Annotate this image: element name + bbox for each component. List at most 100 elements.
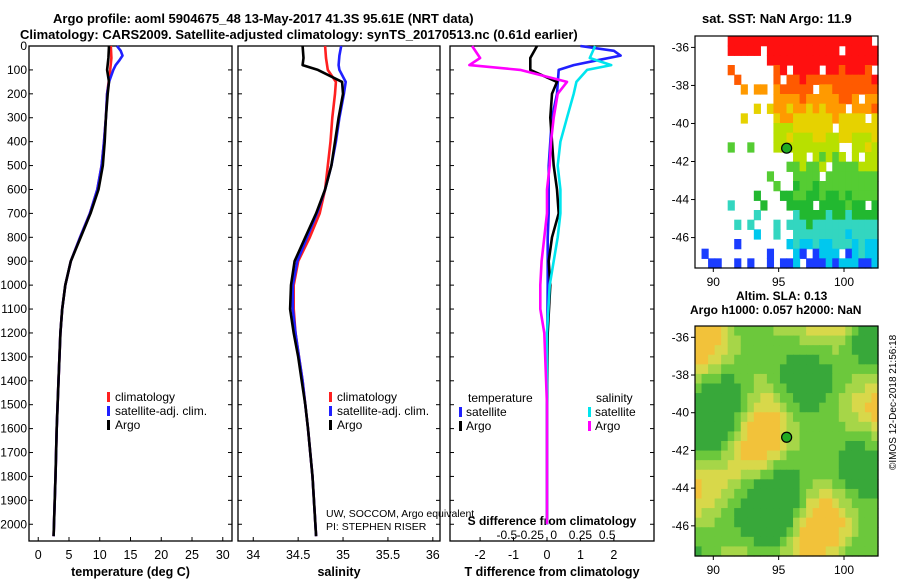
sla-map-cell (714, 450, 722, 461)
sla-map-cell (760, 393, 768, 404)
sla-map-cell (819, 450, 827, 461)
sla-map-cell (701, 488, 709, 500)
sla-map-cell (734, 450, 742, 461)
sla-map-cell (766, 421, 775, 433)
sla-map-cell (806, 393, 814, 404)
sst-map-cell (845, 190, 853, 201)
sst-map-cell (786, 132, 794, 143)
sla-map-cell (786, 326, 794, 337)
sla-map-cell (864, 527, 873, 538)
sla-map-cell (799, 431, 807, 442)
sla-map-cell (858, 479, 866, 490)
sla-map-cell (708, 402, 716, 413)
sst-map-cell (871, 103, 879, 114)
sst-map-cell (864, 190, 873, 201)
sla-map-cell (806, 326, 814, 337)
sst-map-cell (845, 113, 853, 124)
sla-map-cell (799, 441, 807, 452)
sla-map-cell (825, 536, 833, 548)
sst-map-cell (845, 161, 853, 172)
sla-map-cell (806, 527, 814, 538)
sla-map-cell (806, 373, 814, 385)
sst-map-cell (825, 142, 833, 153)
sst-map-cell (793, 65, 801, 76)
sst-map-cell (753, 190, 761, 201)
sla-map-cell (779, 498, 788, 509)
salinity-xtick-label: 36 (426, 548, 440, 562)
sla-map-cell (799, 450, 807, 461)
sst-map-cell (793, 123, 801, 134)
sst-map-cell (858, 219, 866, 230)
sla-map-cell (734, 536, 742, 548)
sst-map-cell (812, 36, 820, 47)
sla-map-cell (858, 527, 866, 538)
sla-map-cell (766, 335, 775, 346)
temperature-xtick-label: 0 (35, 548, 42, 562)
sst-map-cell (838, 258, 846, 269)
sst-map-cell (793, 239, 801, 250)
sla-map-cell (701, 450, 709, 461)
sla-map-cell (766, 450, 775, 461)
sst-map-cell (766, 171, 775, 182)
sla-map-cell (766, 508, 775, 519)
salinity-xlabel: salinity (317, 565, 360, 579)
sla-map-cell (747, 412, 755, 423)
sla-map-cell (760, 488, 768, 500)
sst-map-cell (832, 45, 840, 56)
sla-map-cell (832, 326, 840, 337)
sla-map-cell (695, 460, 703, 471)
sst-map-cell (734, 239, 742, 250)
sst-map-cell (806, 219, 814, 230)
sla-map-cell (773, 498, 781, 509)
sla-map-cell (799, 488, 807, 500)
sla-map-cell (832, 536, 840, 548)
sla-map-cell (740, 373, 748, 385)
sst-map-cell (766, 258, 775, 269)
sst-map-cell (851, 210, 859, 221)
sst-map-cell (851, 74, 859, 85)
diff-legend-swatch (459, 407, 462, 417)
sla-map-cell (871, 364, 879, 375)
sst-map-cell (858, 132, 866, 143)
sla-map-cell (747, 517, 755, 528)
sst-map-cell (838, 200, 846, 211)
sla-map-cell (845, 326, 853, 337)
sla-map-cell (864, 479, 873, 490)
depth-label: 300 (7, 111, 27, 125)
sst-map-cell (832, 142, 840, 153)
sst-map-cell (851, 239, 859, 250)
sla-map-cell (740, 326, 748, 337)
sst-map-cell (819, 200, 827, 211)
sla-map-cell (766, 326, 775, 337)
sla-map-cell (714, 402, 722, 413)
sst-map-cell (871, 132, 879, 143)
sst-map-cell (806, 171, 814, 182)
sla-map-cell (845, 393, 853, 404)
sst-map-cell (753, 36, 761, 47)
sla-map-cell (766, 488, 775, 500)
sla-map-cell (779, 421, 788, 433)
sla-map-cell (747, 354, 755, 365)
sla-map-cell (786, 412, 794, 423)
sla-map-cell (773, 335, 781, 346)
sla-map-cell (753, 508, 761, 519)
sla-map-cell (760, 469, 768, 480)
diff-legend-swatch (459, 421, 462, 431)
sst-map-cell (727, 36, 735, 47)
sla-map-cell (747, 546, 755, 557)
sst-map-cell (773, 55, 781, 66)
sla-map-cell (695, 469, 703, 480)
temperature-legend-swatch (107, 420, 110, 430)
sst-map-cell (766, 103, 775, 114)
sst-map-cell (819, 113, 827, 124)
sla-map-cell (773, 326, 781, 337)
sst-map-cell (786, 36, 794, 47)
sla-map-cell (851, 450, 859, 461)
sst-map-cell (851, 36, 859, 47)
sla-map-cell (734, 326, 742, 337)
sst-map-cell (838, 171, 846, 182)
sla-map-cell (747, 402, 755, 413)
sla-map-cell (838, 335, 846, 346)
sla-map-cell (793, 393, 801, 404)
sla-map-cell (779, 469, 788, 480)
